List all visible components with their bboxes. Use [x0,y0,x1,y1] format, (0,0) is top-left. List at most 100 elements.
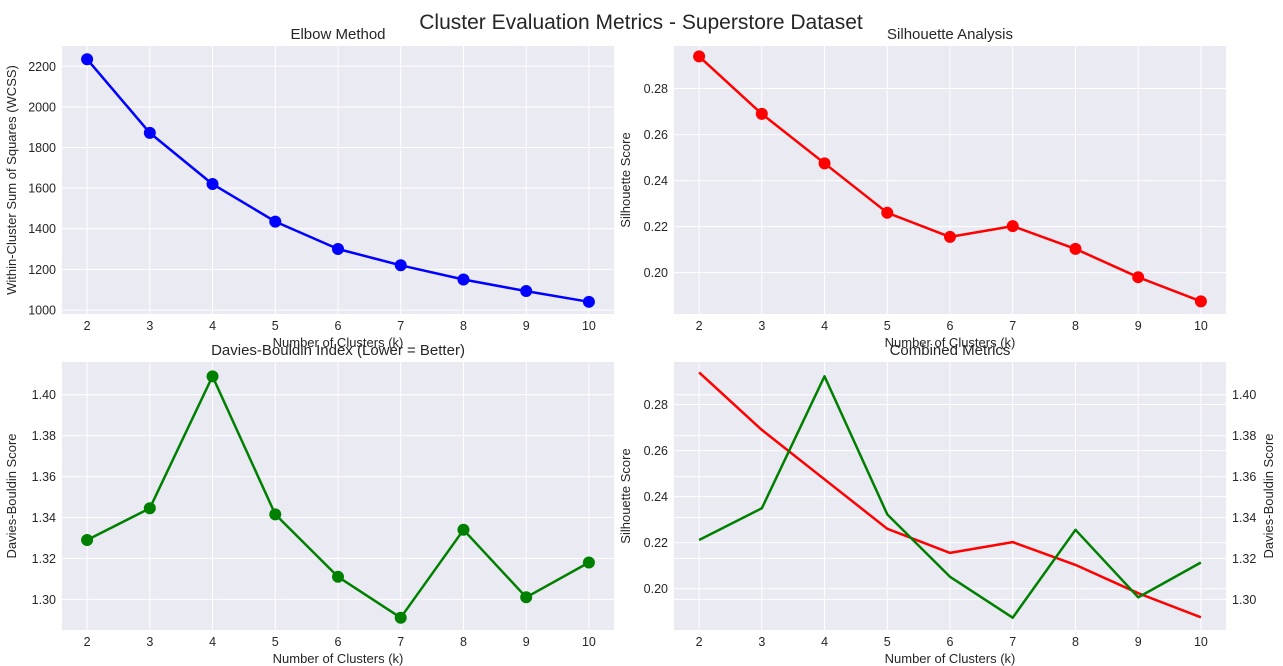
davies-bouldin-y-tick-label: 1.40 [32,388,56,402]
elbow-x-tick-label: 5 [272,319,279,333]
silhouette-data-point [881,206,894,219]
elbow-x-tick-label: 2 [84,319,91,333]
silhouette-x-tick-label: 2 [696,319,703,333]
davies-bouldin-data-point [394,611,407,624]
silhouette-x-tick-label: 9 [1135,319,1142,333]
elbow-title: Elbow Method [290,26,385,43]
elbow-data-point [81,53,94,66]
davies-bouldin-x-tick-label: 7 [397,635,404,649]
combined-y-right-tick-label: 1.36 [1232,470,1256,484]
combined-y-right-axis-label: Davies-Bouldin Score [1261,433,1276,558]
silhouette-x-tick-label: 6 [947,319,954,333]
davies-bouldin-x-tick-label: 5 [272,635,279,649]
silhouette-y-tick-label: 0.26 [644,128,668,142]
combined-y-tick-label: 0.26 [644,444,668,458]
combined-x-tick-label: 9 [1135,635,1142,649]
silhouette-y-tick-label: 0.20 [644,266,668,280]
davies-bouldin-x-tick-label: 10 [582,635,596,649]
combined-y-tick-label: 0.28 [644,398,668,412]
elbow-data-point [206,178,219,191]
combined-x-tick-label: 8 [1072,635,1079,649]
elbow-y-tick-label: 1000 [28,303,56,317]
elbow-data-point [520,285,533,298]
combined-y-right-tick-label: 1.40 [1232,388,1256,402]
combined-title: Combined Metrics [890,342,1011,359]
silhouette-title: Silhouette Analysis [887,26,1013,43]
silhouette-data-point [1069,242,1082,255]
davies-bouldin-data-point [520,591,533,604]
davies-bouldin-y-tick-label: 1.34 [32,511,56,525]
combined-y-right-tick-label: 1.32 [1232,552,1256,566]
combined-x-tick-label: 4 [821,635,828,649]
combined-x-tick-label: 7 [1009,635,1016,649]
elbow-x-tick-label: 10 [582,319,596,333]
elbow-y-tick-label: 1600 [28,182,56,196]
elbow-data-point [394,259,407,272]
combined-x-tick-label: 3 [758,635,765,649]
davies-bouldin-x-tick-label: 6 [335,635,342,649]
davies-bouldin-y-tick-label: 1.36 [32,470,56,484]
combined-x-tick-label: 6 [947,635,954,649]
combined-y-tick-label: 0.22 [644,536,668,550]
silhouette-x-tick-label: 7 [1009,319,1016,333]
davies-bouldin-x-tick-label: 3 [146,635,153,649]
combined-x-axis-label: Number of Clusters (k) [885,651,1016,666]
davies-bouldin-title: Davies-Bouldin Index (Lower = Better) [211,342,465,359]
elbow-x-tick-label: 7 [397,319,404,333]
combined-x-tick-label: 2 [696,635,703,649]
elbow-x-tick-label: 4 [209,319,216,333]
silhouette-y-tick-label: 0.28 [644,82,668,96]
davies-bouldin-data-point [457,523,470,536]
davies-bouldin-x-tick-label: 2 [84,635,91,649]
silhouette-data-point [693,50,706,63]
silhouette-x-axis-label: Number of Clusters (k) [885,335,1016,350]
silhouette-y-tick-label: 0.22 [644,220,668,234]
elbow-x-tick-label: 9 [523,319,530,333]
panel-combined: 2 3 4 5 6 7 8 9 10 0.20 0.22 0.24 0.26 0.28 1.30 1.32 1.… [618,342,1276,666]
combined-series-line-1 [698,375,1202,619]
silhouette-x-tick-label: 10 [1194,319,1208,333]
combined-y-right-tick-label: 1.34 [1232,511,1256,525]
davies-bouldin-data-point [332,570,344,583]
combined-y-right-tick-label: 1.38 [1232,429,1256,443]
davies-bouldin-x-tick-label: 9 [523,635,530,649]
silhouette-data-point [944,230,956,243]
panel-davies-bouldin: 2 3 4 5 6 7 8 9 10 1.30 1.32 1.34 1.36 1.38 1.40 Number… [4,342,614,666]
elbow-x-tick-label: 8 [460,319,467,333]
silhouette-data-point [1006,220,1019,233]
davies-bouldin-data-point [582,556,595,569]
combined-x-tick-label: 10 [1194,635,1208,649]
elbow-y-axis-label: Within-Cluster Sum of Squares (WCSS) [4,65,19,295]
davies-bouldin-x-axis-label: Number of Clusters (k) [273,651,404,666]
elbow-data-point [332,243,344,256]
elbow-x-tick-label: 3 [146,319,153,333]
davies-bouldin-y-tick-label: 1.38 [32,429,56,443]
silhouette-x-tick-label: 8 [1072,319,1079,333]
panel-silhouette: 2 3 4 5 6 7 8 9 10 0.20 0.22 0.24 0.26 0.28 Number of … [618,26,1226,350]
elbow-y-tick-label: 1400 [28,222,56,236]
davies-bouldin-x-tick-label: 8 [460,635,467,649]
davies-bouldin-data-point [143,502,156,515]
combined-y-axis-label: Silhouette Score [618,448,633,543]
panel-elbow: 2 3 4 5 6 7 8 9 10 1000 1200 1400 1600 1800 2000 2200 Nu… [4,26,614,350]
davies-bouldin-y-axis-label: Davies-Bouldin Score [4,433,19,558]
davies-bouldin-y-tick-label: 1.30 [32,593,56,607]
silhouette-y-tick-label: 0.24 [644,174,668,188]
silhouette-data-point [1132,271,1145,284]
silhouette-x-tick-label: 3 [758,319,765,333]
silhouette-y-axis-label: Silhouette Score [618,132,633,227]
elbow-x-axis-label: Number of Clusters (k) [273,335,404,350]
elbow-x-tick-label: 6 [335,319,342,333]
elbow-y-tick-label: 2200 [28,60,56,74]
silhouette-x-tick-label: 5 [884,319,891,333]
combined-y-right-tick-label: 1.30 [1232,593,1256,607]
combined-x-tick-label: 5 [884,635,891,649]
elbow-data-point [582,295,595,308]
elbow-data-point [143,126,156,139]
combined-y-tick-label: 0.20 [644,582,668,596]
silhouette-data-point [1194,295,1207,308]
combined-series-line-0 [698,371,1202,619]
silhouette-data-point [818,157,831,170]
davies-bouldin-data-point [81,533,94,546]
